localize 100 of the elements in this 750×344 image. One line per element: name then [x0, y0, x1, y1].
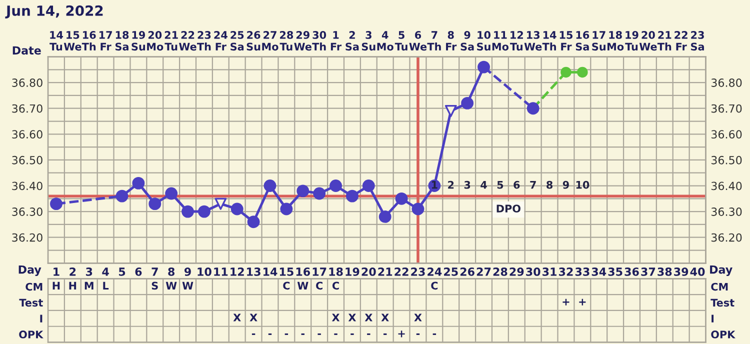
x2-tick-label: 3 Su	[362, 31, 376, 51]
x2-tick-label: 23 Th	[197, 31, 211, 50]
x2-tick-label: 22 Fr	[674, 31, 688, 50]
point	[378, 210, 392, 223]
annotation: 3	[464, 180, 470, 189]
point	[526, 102, 540, 115]
text: X	[332, 314, 340, 322]
x-tick-label: 22	[394, 268, 408, 276]
x2-tick-label: 24 Fr	[214, 31, 228, 50]
point	[264, 180, 276, 192]
text: X	[348, 314, 356, 322]
text: -	[416, 333, 420, 335]
x-tick-label: 16	[296, 268, 310, 276]
annotation: 5	[497, 181, 504, 189]
x2-tick-label: 5 Tu	[394, 31, 408, 51]
point	[50, 198, 62, 210]
x2-tick-label: 15 We	[64, 31, 82, 51]
x2-tick-label: 23 Sa	[691, 31, 704, 51]
x2-tick-label: 28 Tu	[280, 31, 294, 51]
x-tick-label: 35	[608, 268, 622, 276]
x2-tick-label: 1 Fr	[330, 31, 342, 50]
x2-tick-label: 4 Mo	[377, 31, 394, 51]
y-tick-label: 36.50	[12, 156, 42, 164]
point	[330, 180, 342, 192]
x2-tick-label: 19 Tu	[625, 31, 638, 51]
point	[412, 202, 424, 216]
x-tick-label: 3	[86, 268, 92, 276]
x-tick-label: 26	[460, 268, 474, 276]
x-tick-label: 21	[378, 268, 392, 276]
x2-tick-label: 6 We	[409, 31, 427, 51]
text: H	[52, 282, 60, 290]
x-tick-label: 2	[70, 268, 76, 276]
x2-tick-label: 27 Mo	[262, 31, 278, 51]
point	[478, 60, 490, 74]
y2-tick-label: OPK	[711, 330, 736, 338]
point	[346, 190, 358, 202]
point	[362, 180, 375, 192]
text: Day	[18, 265, 42, 276]
x-tick-label: 12	[230, 268, 244, 276]
point	[132, 176, 145, 190]
annotation: 7	[530, 181, 536, 189]
x-tick-label: 13	[247, 268, 260, 276]
x2-tick-label: 21 Th	[657, 31, 672, 50]
x2-tick-label: 11 Mo	[492, 31, 509, 51]
x-tick-label: 15	[280, 268, 294, 276]
text: +	[398, 330, 405, 338]
text: X	[250, 314, 258, 322]
x-tick-label: 6	[135, 268, 142, 276]
x-tick-label: 8	[168, 268, 175, 276]
x-tick-label: 9	[184, 268, 191, 276]
text: -	[334, 333, 338, 335]
x-tick-label: 29	[510, 268, 524, 276]
point	[560, 66, 572, 78]
text: W	[297, 282, 308, 290]
x2-tick-label: 9 Sa	[460, 31, 474, 51]
x-tick-label: 14	[264, 268, 278, 276]
text: C	[431, 282, 438, 290]
text: X	[364, 314, 372, 322]
annotation: 9	[562, 180, 569, 189]
text: W	[166, 282, 177, 290]
y2-tick-label: 36.30	[711, 208, 742, 216]
x-tick-label: 37	[641, 268, 656, 276]
text: X	[233, 314, 241, 322]
x-tick-label: 24	[428, 268, 442, 276]
x2-tick-label: 21 Tu	[164, 31, 178, 51]
x-tick-label: 27	[476, 268, 491, 276]
y-tick-label: 36.20	[12, 233, 42, 242]
x-tick-label: 36	[624, 268, 639, 276]
x2-tick-label: 17 Su	[592, 31, 606, 51]
x2-tick-label: 13 We	[524, 31, 542, 51]
text: L	[103, 282, 109, 290]
point	[148, 198, 162, 210]
x-tick-label: 30	[526, 268, 540, 276]
x-axis-title: Day	[710, 265, 732, 276]
annotation: 1	[432, 181, 438, 189]
y-tick-label: CM	[26, 282, 42, 291]
x2-tick-label: 15 Fr	[560, 31, 572, 50]
text: -	[367, 333, 370, 335]
x-tick-label: 25	[444, 268, 458, 276]
x-tick-label: 4	[102, 268, 109, 276]
x2-tick-label: 22 We	[178, 31, 196, 51]
x-tick-label: 1	[54, 268, 60, 276]
annotation: 4	[480, 181, 487, 189]
x-tick-label: 17	[312, 268, 326, 276]
point	[230, 202, 244, 216]
text: +	[562, 298, 570, 306]
point	[116, 190, 128, 202]
point	[165, 187, 178, 200]
point	[395, 192, 408, 205]
text: X	[381, 314, 389, 322]
text: H	[69, 282, 76, 290]
text: -	[318, 333, 321, 335]
text: -	[384, 333, 387, 335]
y-tick-label: 36.30	[12, 208, 42, 216]
x2-tick-label: 20 Mo	[147, 31, 164, 51]
y-tick-label: 36.70	[12, 104, 42, 113]
x-tick-label: 7	[152, 268, 158, 276]
x2-tick-label: 20 We	[639, 31, 657, 51]
point	[313, 187, 326, 200]
x-tick-label: 40	[690, 268, 705, 276]
